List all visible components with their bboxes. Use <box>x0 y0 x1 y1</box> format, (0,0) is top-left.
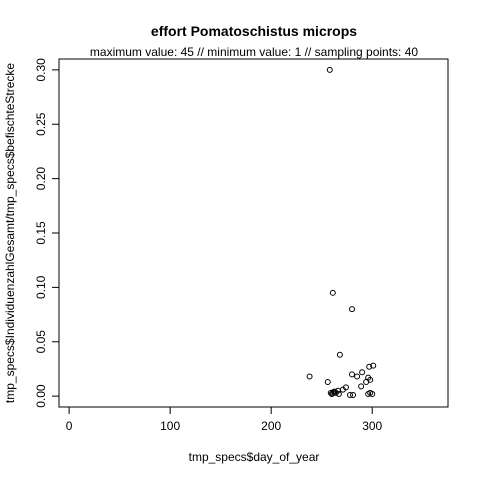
x-tick-label: 100 <box>160 419 180 433</box>
x-tick-label: 0 <box>66 419 73 433</box>
data-point <box>349 306 356 313</box>
x-axis: 0 100 200 300 <box>66 406 383 433</box>
y-tick-label: 0.00 <box>34 384 48 408</box>
data-point <box>358 383 365 390</box>
data-point <box>336 351 343 358</box>
plot-frame <box>58 58 449 408</box>
y-axis-label: tmp_specs$IndividuenzahlGesamt/tmp_specs… <box>3 63 17 404</box>
data-point <box>326 66 333 73</box>
data-point <box>324 378 331 385</box>
data-points <box>306 66 377 399</box>
x-tick-label: 300 <box>362 419 382 433</box>
data-point <box>335 390 342 397</box>
y-tick-label: 0.15 <box>34 221 48 245</box>
data-point <box>329 389 336 396</box>
data-point <box>306 373 313 380</box>
x-axis-label: tmp_specs$day_of_year <box>189 450 320 464</box>
data-point <box>349 371 356 378</box>
data-point <box>359 369 366 376</box>
data-point <box>366 363 373 370</box>
data-point <box>329 289 336 296</box>
data-point <box>328 390 335 397</box>
data-point <box>346 392 353 399</box>
y-axis: 0.00 0.05 0.10 0.15 0.20 0.25 0.30 <box>34 58 60 408</box>
y-tick-label: 0.05 <box>34 330 48 354</box>
data-point <box>370 362 377 369</box>
chart-title: effort Pomatoschistus microps <box>151 23 357 39</box>
data-point <box>350 392 357 399</box>
y-tick-label: 0.10 <box>34 275 48 299</box>
y-tick-label: 0.20 <box>34 167 48 191</box>
data-point <box>354 373 361 380</box>
data-point <box>369 390 376 397</box>
data-point <box>363 378 370 385</box>
x-tick-label: 200 <box>261 419 281 433</box>
y-tick-label: 0.25 <box>34 112 48 136</box>
chart-subtitle: maximum value: 45 // minimum value: 1 //… <box>90 45 418 59</box>
y-tick-label: 0.30 <box>34 58 48 82</box>
